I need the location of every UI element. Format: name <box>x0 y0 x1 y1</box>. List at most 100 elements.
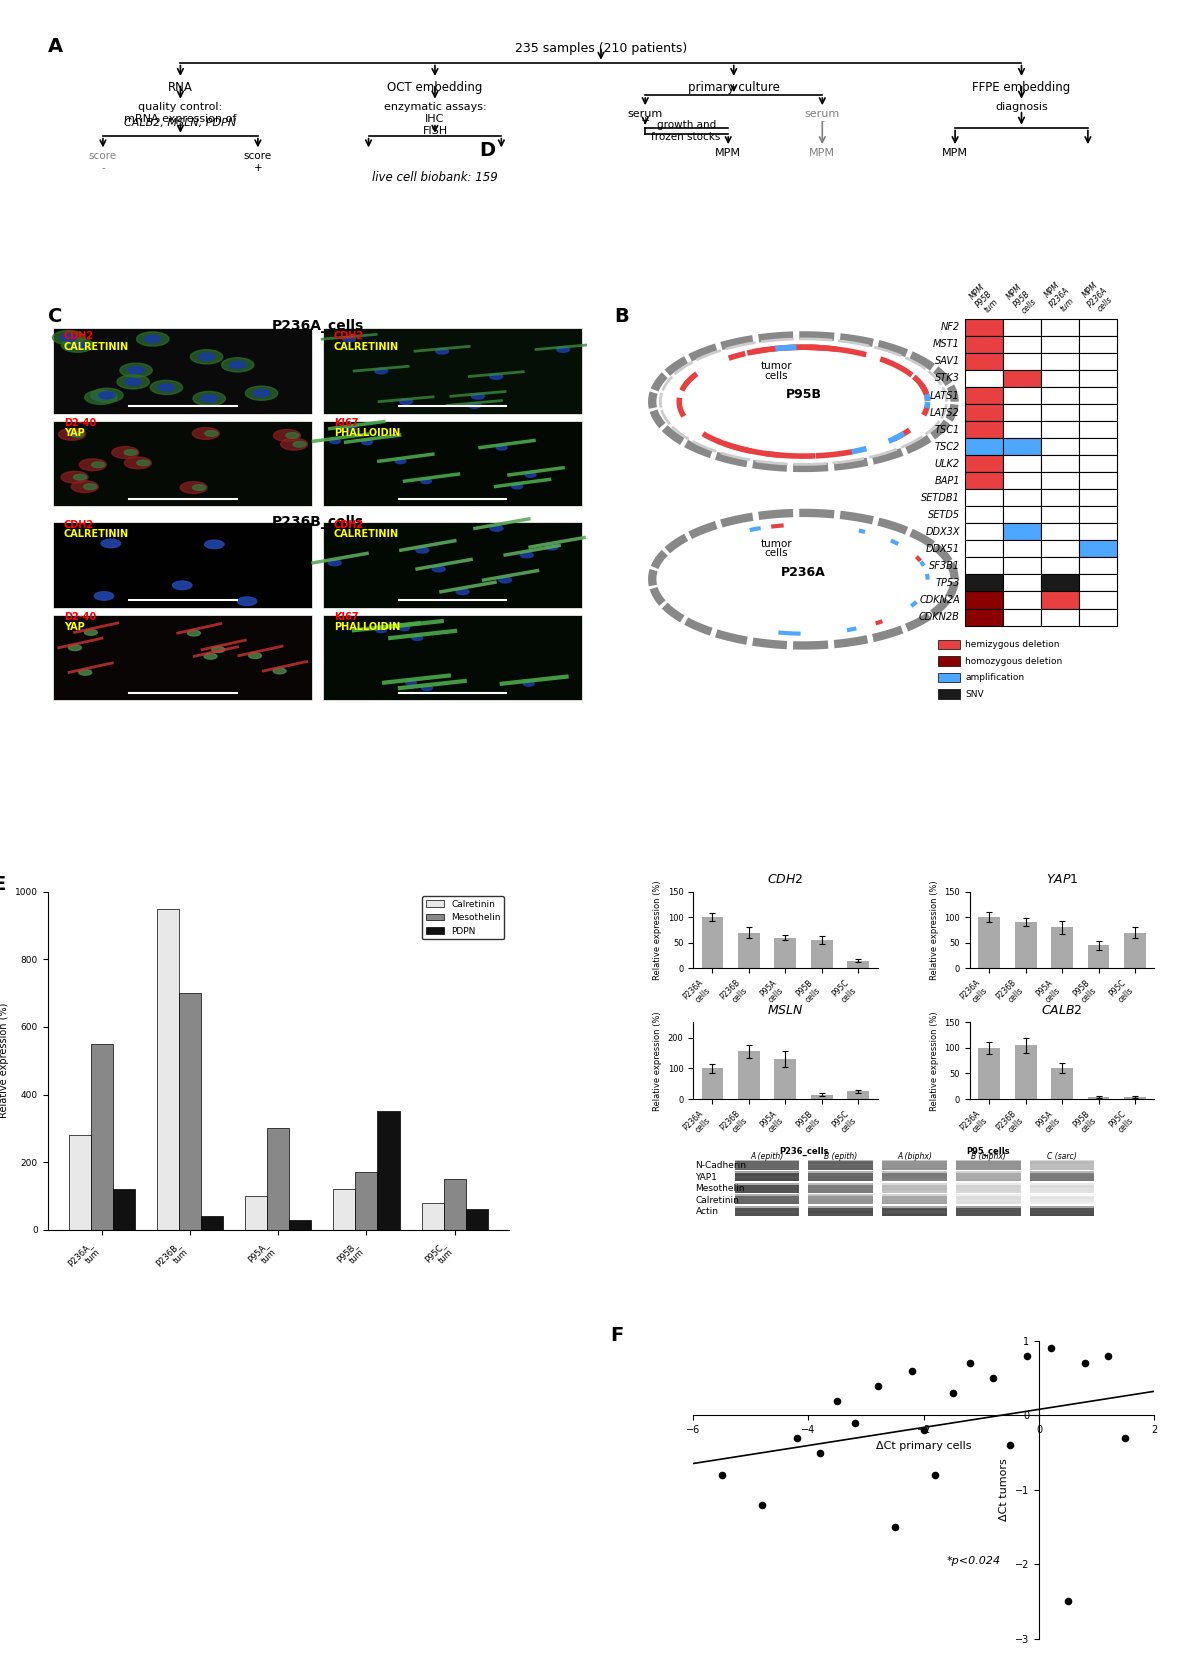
Circle shape <box>221 358 253 371</box>
Bar <box>965 557 1003 575</box>
Text: growth and
frozen stocks: growth and frozen stocks <box>651 120 721 142</box>
Bar <box>956 1214 1021 1216</box>
Y-axis label: Relative expression (%): Relative expression (%) <box>653 879 662 980</box>
Title: $\it{YAP1}$: $\it{YAP1}$ <box>1046 873 1078 886</box>
Text: MPM
P95B
tum: MPM P95B tum <box>966 281 1002 316</box>
Bar <box>1078 405 1116 421</box>
Text: KI67: KI67 <box>333 418 358 428</box>
Bar <box>882 1190 947 1192</box>
Bar <box>1003 370 1041 386</box>
Bar <box>956 1209 1021 1211</box>
Bar <box>1029 1184 1095 1192</box>
Circle shape <box>362 440 372 445</box>
Bar <box>734 1162 800 1169</box>
Circle shape <box>180 482 207 493</box>
Circle shape <box>190 349 223 364</box>
Circle shape <box>71 431 83 436</box>
Bar <box>956 1184 1021 1192</box>
Bar <box>965 353 1003 370</box>
X-axis label: ΔCt primary cells: ΔCt primary cells <box>876 1441 971 1451</box>
Text: CALRETININ: CALRETININ <box>333 343 399 353</box>
Bar <box>810 940 833 968</box>
Bar <box>1078 507 1116 523</box>
Bar <box>1029 1207 1095 1216</box>
Circle shape <box>187 630 200 635</box>
Circle shape <box>92 461 105 468</box>
Circle shape <box>557 346 570 353</box>
Bar <box>965 336 1003 353</box>
Bar <box>465 1209 488 1231</box>
Point <box>914 1416 933 1443</box>
Bar <box>1041 438 1078 455</box>
Circle shape <box>58 428 86 440</box>
Bar <box>1041 386 1078 405</box>
Text: CDH2: CDH2 <box>64 331 94 341</box>
Text: homozygous deletion: homozygous deletion <box>965 657 1063 665</box>
Bar <box>808 1189 873 1190</box>
Bar <box>956 1211 1021 1212</box>
Bar <box>333 1189 356 1231</box>
Text: CALRETININ: CALRETININ <box>64 530 129 540</box>
Text: DDX51: DDX51 <box>926 543 960 553</box>
Bar <box>1041 523 1078 540</box>
Bar <box>1003 405 1041 421</box>
Bar <box>1078 421 1116 438</box>
Bar <box>956 1195 1021 1204</box>
Circle shape <box>545 543 558 550</box>
Bar <box>1003 575 1041 592</box>
Text: SETD5: SETD5 <box>928 510 960 520</box>
Bar <box>1003 523 1041 540</box>
Text: Actin: Actin <box>695 1207 719 1216</box>
Text: CALRETININ: CALRETININ <box>64 343 129 353</box>
Circle shape <box>253 390 270 396</box>
Title: $\it{CALB2}$: $\it{CALB2}$ <box>1041 1003 1083 1017</box>
Circle shape <box>490 373 502 380</box>
Circle shape <box>376 629 387 632</box>
Bar <box>322 328 582 413</box>
Bar <box>322 615 582 701</box>
Bar <box>1003 421 1041 438</box>
Text: F: F <box>610 1326 624 1346</box>
Circle shape <box>274 669 286 674</box>
Bar <box>1078 592 1116 609</box>
Bar <box>882 1189 947 1190</box>
Bar <box>965 405 1003 421</box>
Bar <box>808 1160 873 1162</box>
Point <box>869 1373 888 1399</box>
Bar <box>882 1162 947 1164</box>
Text: tumor: tumor <box>760 538 793 548</box>
Bar <box>965 319 1003 336</box>
Circle shape <box>496 445 507 450</box>
Bar <box>808 1172 873 1174</box>
Circle shape <box>237 597 257 605</box>
Circle shape <box>274 430 300 441</box>
Text: C (sarc): C (sarc) <box>1047 1152 1077 1160</box>
Bar <box>738 1052 760 1099</box>
Title: $\it{CDH2}$: $\it{CDH2}$ <box>768 873 803 886</box>
Bar <box>882 1174 947 1175</box>
Bar <box>734 1195 800 1204</box>
Bar <box>734 1165 800 1167</box>
Text: cells: cells <box>765 371 788 381</box>
Bar <box>1029 1162 1095 1164</box>
Bar <box>956 1185 1021 1187</box>
Bar <box>965 507 1003 523</box>
Circle shape <box>328 560 342 565</box>
Bar <box>965 523 1003 540</box>
Bar <box>808 1162 873 1169</box>
Text: YAP1: YAP1 <box>695 1172 718 1182</box>
Bar <box>882 1167 947 1169</box>
Bar <box>1041 557 1078 575</box>
Bar <box>734 1190 800 1192</box>
Circle shape <box>525 473 536 477</box>
Bar <box>1078 523 1116 540</box>
Bar <box>1003 507 1041 523</box>
Circle shape <box>343 336 356 343</box>
Bar <box>1029 1174 1095 1175</box>
Text: quality control:
mRNA expression of: quality control: mRNA expression of <box>124 102 237 124</box>
Text: SNV: SNV <box>965 691 984 699</box>
Circle shape <box>101 538 120 548</box>
Bar <box>810 1095 833 1099</box>
Bar <box>939 640 960 649</box>
Bar <box>1041 455 1078 472</box>
